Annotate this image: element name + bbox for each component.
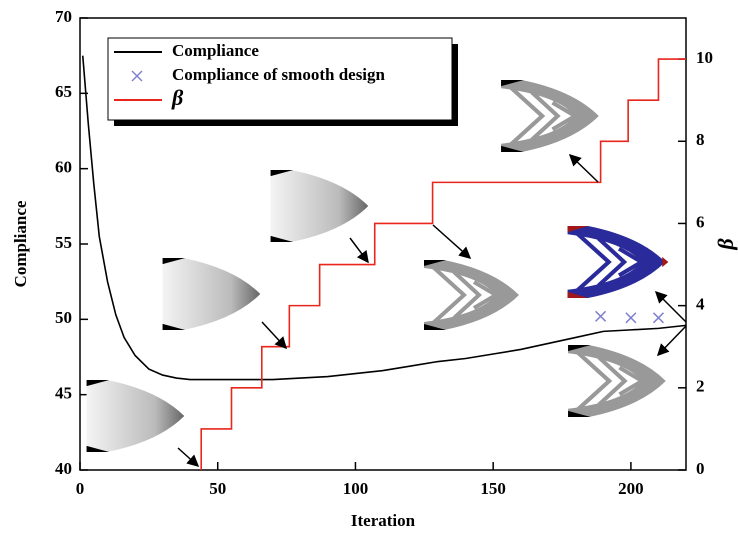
legend-label: β xyxy=(171,85,184,110)
y2-tick-label: 8 xyxy=(696,130,705,149)
y2-tick-label: 10 xyxy=(696,48,713,67)
legend-label: Compliance of smooth design xyxy=(172,65,386,84)
arrow xyxy=(656,292,686,322)
x-tick-label: 0 xyxy=(76,479,85,498)
y2-tick-label: 0 xyxy=(696,459,705,478)
design-inset xyxy=(424,260,519,330)
y-tick-label: 70 xyxy=(55,7,72,26)
legend-label: Compliance xyxy=(172,41,259,60)
y2-tick-label: 4 xyxy=(696,295,705,314)
chart: 0 50 100 150 200 40 45 50 55 60 65 70 0 2 4 6 8 10 Compli… xyxy=(0,0,738,537)
y2-tick-label: 2 xyxy=(696,377,705,396)
y-tick-label: 55 xyxy=(55,233,72,252)
y-tick-label: 60 xyxy=(55,158,72,177)
y-tick-label: 45 xyxy=(55,384,72,403)
data-point xyxy=(596,311,606,321)
arrow xyxy=(570,155,598,182)
x-tick-label: 200 xyxy=(618,479,644,498)
design-inset xyxy=(568,226,669,298)
design-inset xyxy=(501,80,599,152)
x-tick-label: 150 xyxy=(480,479,506,498)
y-tick-label: 40 xyxy=(55,459,72,478)
design-inset xyxy=(271,170,369,242)
y-tick-label: 50 xyxy=(55,308,72,327)
y2-tick-label: 6 xyxy=(696,212,705,231)
y-axis-label: Compliance xyxy=(11,200,30,287)
x-tick-label: 50 xyxy=(209,479,226,498)
y-tick-label: 65 xyxy=(55,82,72,101)
arrow xyxy=(262,322,286,348)
arrow xyxy=(433,225,470,258)
data-point xyxy=(653,313,663,323)
insets xyxy=(87,80,686,466)
design-inset xyxy=(87,380,185,452)
y2-axis-label: β xyxy=(713,238,738,251)
x-tick-label: 100 xyxy=(343,479,369,498)
arrow xyxy=(350,238,368,262)
arrow xyxy=(178,448,198,466)
arrow xyxy=(658,326,686,355)
design-inset xyxy=(568,345,666,417)
design-inset xyxy=(163,258,261,330)
x-axis-label: Iteration xyxy=(351,511,416,530)
data-point xyxy=(626,313,636,323)
